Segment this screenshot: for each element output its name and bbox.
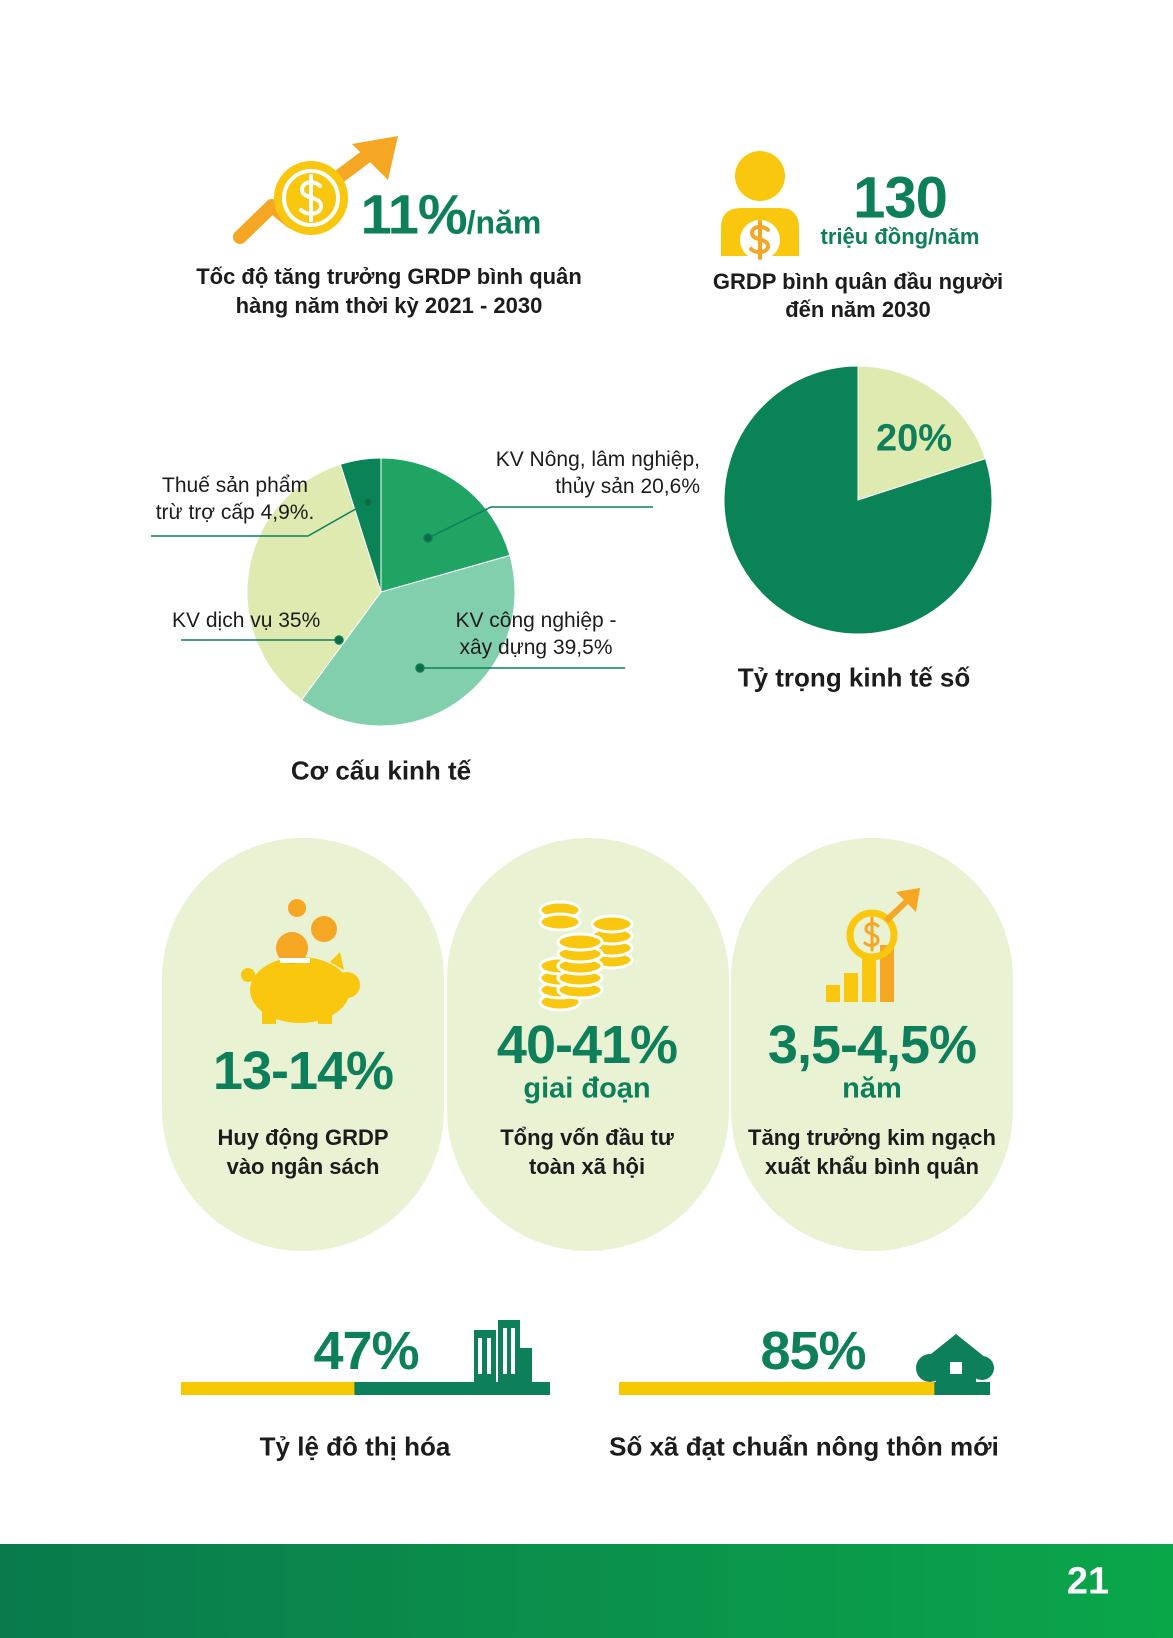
person-icon (721, 151, 799, 260)
pie-digital-economy (723, 365, 993, 635)
card-value: 40-41% (496, 1015, 678, 1075)
progress-caption: Tỷ lệ đô thị hóa (259, 1431, 451, 1462)
card-caption: Tăng trưởng kim ngạch (748, 1125, 996, 1150)
stat-caption: đến năm 2030 (785, 297, 931, 322)
pie-value-label: 4,9%. (260, 501, 315, 524)
stat-caption: GRDP bình quân đầu người (712, 269, 1004, 294)
card-caption: Huy động GRDP (217, 1125, 389, 1150)
cards-bg (162, 838, 1013, 1251)
progress-label: 47% (313, 1321, 419, 1381)
pie-slice (857, 365, 987, 501)
pie-label: KV công nghiệp - xây dựng 39,5% (436, 607, 636, 661)
card-value: 3,5-4,5% (767, 1015, 977, 1075)
pie-value-label: 20,6% (640, 475, 700, 498)
card-unit: năm (842, 1072, 902, 1105)
leader-lines (151, 497, 653, 673)
pie-category: Thuế sản phẩm trừ trợ cấp (155, 474, 308, 524)
stat-caption: hàng năm thời kỳ 2021 - 2030 (235, 293, 543, 318)
pie-value-label: 20% (875, 417, 953, 460)
card-value: 13-14% (212, 1041, 394, 1101)
coins-icon (538, 900, 634, 1012)
pie-value-label: 39,5% (552, 636, 613, 659)
chart-title: Tỷ trọng kinh tế số (737, 662, 971, 693)
building-icon (474, 1320, 532, 1382)
pie-value-label: 35% (278, 609, 321, 632)
pie-label: KV Nông, lâm nghiệp, thủy sản 20,6% (455, 446, 700, 500)
stat-unit: /năm (466, 204, 542, 241)
house-icon (916, 1334, 994, 1382)
progress-bar (181, 1382, 355, 1395)
pie-label: Thuế sản phẩm trừ trợ cấp 4,9%. (140, 472, 330, 526)
chart-title: Cơ cấu kinh tế (290, 755, 472, 786)
stat-value: 11%/năm (361, 182, 542, 247)
pie-slice (246, 463, 382, 701)
growth-icon (233, 136, 398, 244)
pie-economic-structure (246, 457, 516, 727)
progress-caption: Số xã đạt chuẩn nông thôn mới (609, 1431, 999, 1462)
pie-slice (339, 457, 382, 593)
pie-slice (300, 554, 516, 727)
stat-unit: triệu đồng/năm (820, 224, 980, 249)
pie-category: KV dịch vụ (172, 609, 273, 632)
progress-bars (181, 1382, 990, 1395)
stat-number: 11% (360, 182, 468, 246)
footer-band (0, 1544, 1173, 1638)
progress-label: 85% (760, 1321, 866, 1381)
pie-category: KV công nghiệp - xây dựng (455, 609, 617, 659)
card-caption: vào ngân sách (226, 1154, 380, 1179)
pie-category: KV Nông, lâm nghiệp, thủy sản (495, 448, 700, 498)
page-number: 21 (1066, 1560, 1110, 1603)
card-unit: giai đoạn (523, 1072, 651, 1105)
progress-bar (619, 1382, 935, 1395)
card-caption: xuất khẩu bình quân (765, 1154, 979, 1179)
pie-slice (380, 457, 511, 593)
card-caption: Tổng vốn đầu tư (500, 1125, 674, 1150)
card-caption: toàn xã hội (528, 1154, 646, 1179)
export-icon (826, 888, 920, 1002)
piggy-icon (241, 899, 360, 1024)
stat-number: 130 (853, 165, 948, 231)
stat-caption: Tốc độ tăng trưởng GRDP bình quân (196, 264, 582, 289)
pie-slice (723, 365, 993, 635)
pie-label: KV dịch vụ 35% (172, 607, 352, 634)
